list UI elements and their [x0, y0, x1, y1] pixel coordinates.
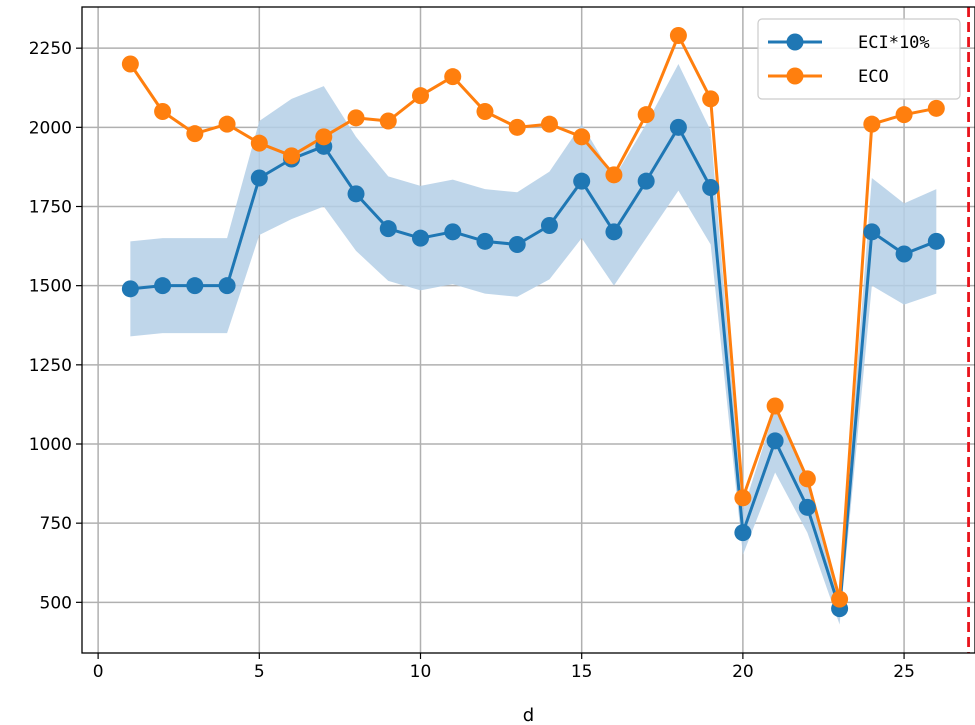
data-point — [154, 277, 172, 295]
x-tick-label: 0 — [93, 662, 104, 682]
data-point — [605, 223, 623, 241]
legend: ECI*10% ECO — [757, 18, 961, 100]
plot-frame — [81, 6, 975, 654]
data-point — [895, 106, 913, 124]
y-tick-label: 2000 — [29, 118, 72, 138]
series-points — [121, 27, 945, 618]
data-point — [412, 87, 430, 105]
data-point — [831, 590, 849, 608]
data-point — [702, 90, 720, 108]
data-point — [347, 185, 365, 203]
data-point — [379, 220, 397, 238]
data-point — [250, 169, 268, 187]
y-tick-label: 500 — [40, 593, 72, 613]
x-tick-label: 25 — [893, 662, 915, 682]
x-tick-label: 10 — [410, 662, 432, 682]
data-point — [315, 128, 333, 146]
data-point — [444, 68, 462, 86]
data-point — [863, 115, 881, 133]
data-point — [121, 55, 139, 73]
y-tick-label: 1250 — [29, 356, 72, 376]
data-point — [347, 109, 365, 127]
data-point — [734, 489, 752, 507]
x-axis-label: d — [523, 705, 534, 725]
data-point — [476, 103, 494, 120]
confidence-band — [130, 64, 937, 625]
data-point — [573, 128, 591, 146]
data-point — [121, 280, 139, 298]
legend-entry: ECI*10% — [858, 33, 930, 53]
data-point — [895, 245, 913, 263]
data-point — [186, 277, 204, 295]
data-point — [637, 106, 655, 124]
data-point — [573, 172, 591, 190]
axis-ticks: 0 5 10 15 20 25 500 750 1000 1250 1500 1750 2000 2250 — [29, 39, 915, 682]
data-point — [605, 166, 623, 184]
data-point — [734, 524, 752, 542]
data-point — [379, 112, 397, 130]
x-tick-label: 20 — [732, 662, 754, 682]
x-tick-label: 5 — [254, 662, 265, 682]
data-point — [283, 147, 301, 165]
legend-marker — [786, 33, 804, 51]
data-point — [540, 217, 558, 234]
data-point — [186, 125, 204, 143]
legend-marker — [786, 67, 804, 85]
data-point — [218, 115, 236, 133]
data-point — [637, 172, 655, 190]
data-point — [412, 229, 430, 247]
data-point — [766, 397, 784, 415]
data-point — [218, 277, 236, 295]
data-point — [508, 236, 526, 253]
data-point — [444, 223, 462, 241]
data-point — [250, 134, 268, 152]
data-point — [702, 179, 720, 196]
y-tick-label: 750 — [40, 514, 72, 534]
confidence-bands — [130, 64, 937, 625]
data-point — [508, 118, 526, 136]
y-tick-label: 1750 — [29, 198, 72, 218]
y-tick-label: 2250 — [29, 39, 72, 59]
legend-entry: ECO — [858, 67, 889, 87]
data-point — [669, 118, 687, 136]
data-point — [927, 232, 945, 250]
data-point — [540, 115, 558, 133]
y-tick-label: 1000 — [29, 435, 72, 455]
data-point — [798, 470, 816, 488]
legend-box — [757, 18, 961, 100]
data-point — [798, 498, 816, 516]
data-point — [863, 223, 881, 241]
data-point — [766, 432, 784, 450]
data-point — [154, 103, 172, 120]
x-tick-label: 15 — [571, 662, 593, 682]
data-point — [476, 232, 494, 250]
y-tick-label: 1500 — [29, 277, 72, 297]
data-point — [669, 27, 687, 44]
data-point — [927, 99, 945, 117]
